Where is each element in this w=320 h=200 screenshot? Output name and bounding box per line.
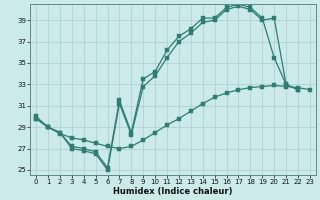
X-axis label: Humidex (Indice chaleur): Humidex (Indice chaleur) bbox=[113, 187, 233, 196]
